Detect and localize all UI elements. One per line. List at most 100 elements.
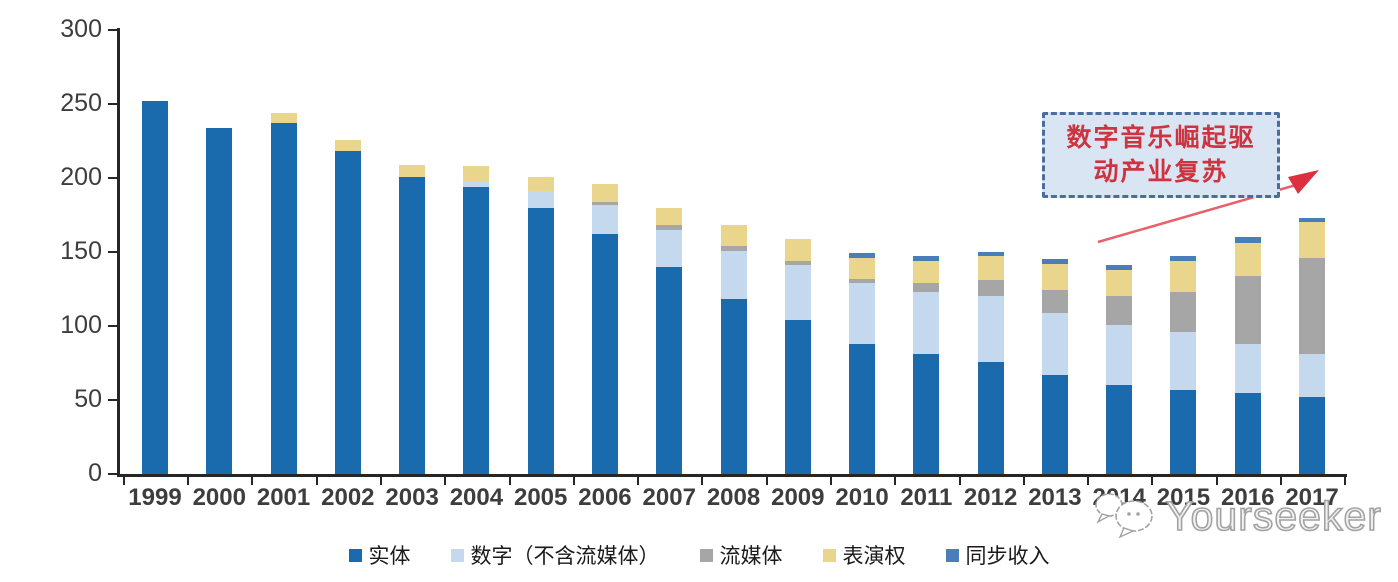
legend-item: 同步收入: [945, 540, 1050, 570]
bar-segment-2007: [656, 229, 683, 267]
bar-segment-2016: [1234, 392, 1261, 474]
bar-segment-2005: [527, 207, 554, 474]
x-axis-tick: [1279, 477, 1282, 485]
bar-segment-2001: [270, 123, 297, 474]
bar-segment-2016: [1234, 275, 1261, 344]
bar-segment-2015: [1170, 389, 1197, 474]
annotation-text-line1: 数字音乐崛起驱: [1066, 124, 1256, 152]
legend: 实体 数字（不含流媒体） 流媒体 表演权 同步收入: [0, 540, 1398, 570]
bar-segment-2007: [656, 207, 683, 226]
legend-swatch-icon: [450, 548, 464, 562]
bar-segment-2003: [399, 164, 426, 177]
bar-segment-2013: [1041, 263, 1068, 291]
legend-label: 同步收入: [965, 545, 1050, 568]
bar-segment-2014: [1106, 265, 1133, 270]
x-axis-tick-label: 2010: [835, 484, 889, 511]
bar-segment-2011: [913, 260, 940, 284]
annotation-text-line2: 动产业复苏: [1093, 158, 1229, 186]
y-axis-tick: [108, 399, 118, 401]
bar-segment-2002: [334, 151, 361, 474]
bar-segment-2017: [1299, 217, 1326, 223]
bar-segment-2008: [720, 250, 747, 300]
x-axis-tick: [251, 477, 254, 485]
bar-segment-2009: [784, 265, 811, 321]
annotation-callout: 数字音乐崛起驱 动产业复苏: [1042, 112, 1280, 198]
bar-segment-2003: [399, 176, 426, 474]
bar-segment-2017: [1299, 397, 1326, 474]
bar-segment-2012: [977, 361, 1004, 474]
bar-segment-2013: [1041, 290, 1068, 313]
bar-segment-2007: [656, 225, 683, 230]
y-axis-tick: [108, 177, 118, 179]
bar-segment-2016: [1234, 237, 1261, 244]
y-axis-tick: [108, 325, 118, 327]
bar-segment-2016: [1234, 343, 1261, 393]
bar-segment-2013: [1041, 259, 1068, 264]
x-axis-tick-label: 2003: [385, 484, 439, 511]
bar-segment-2016: [1234, 243, 1261, 276]
bar-segment-2017: [1299, 222, 1326, 258]
x-axis-tick: [315, 477, 318, 485]
bar-segment-2009: [784, 320, 811, 474]
x-axis-tick-label: 2007: [642, 484, 696, 511]
bar-segment-2013: [1041, 374, 1068, 474]
bar-segment-2002: [334, 139, 361, 152]
bar-segment-2015: [1170, 331, 1197, 390]
bar-segment-2012: [977, 252, 1004, 257]
x-axis-tick: [572, 477, 575, 485]
x-axis-tick: [187, 477, 190, 485]
watermark-text: Yourseeker: [1165, 493, 1382, 539]
bar-segment-2010: [849, 343, 876, 474]
bar-segment-2014: [1106, 324, 1133, 386]
chat-bubbles-icon: [1095, 493, 1153, 539]
x-axis-tick-label: 2000: [192, 484, 246, 511]
bar-segment-2011: [913, 256, 940, 261]
bar-segment-2006: [591, 183, 618, 202]
legend-swatch-icon: [945, 548, 959, 562]
x-axis-tick: [1022, 477, 1025, 485]
x-axis-line: [117, 474, 1347, 477]
x-axis-tick: [894, 477, 897, 485]
y-axis-line: [117, 28, 120, 477]
bar-segment-2007: [656, 266, 683, 474]
bar-segment-2015: [1170, 260, 1197, 292]
y-axis-tick-label: 300: [60, 15, 102, 43]
bar-segment-2014: [1106, 385, 1133, 474]
x-axis-tick-label: 1999: [128, 484, 182, 511]
x-axis-tick-label: 2013: [1028, 484, 1082, 511]
bar-segment-2011: [913, 291, 940, 355]
bar-segment-2010: [849, 257, 876, 279]
bar-segment-2015: [1170, 291, 1197, 332]
x-axis-tick: [508, 477, 511, 485]
bar-segment-2004: [463, 166, 490, 181]
bar-segment-2006: [591, 234, 618, 474]
bar-segment-2012: [977, 280, 1004, 297]
x-axis-tick-label: 2012: [963, 484, 1018, 511]
y-axis-tick-label: 0: [88, 459, 102, 487]
x-axis-tick: [765, 477, 768, 485]
legend-label: 流媒体: [719, 545, 783, 568]
bar-segment-2011: [913, 354, 940, 474]
legend-swatch-icon: [348, 548, 362, 562]
y-axis-tick-label: 150: [60, 237, 102, 265]
legend-swatch-icon: [822, 548, 836, 562]
x-axis-tick-label: 2008: [706, 484, 761, 511]
x-axis-tick-label: 2004: [449, 484, 504, 511]
legend-item: 表演权: [822, 540, 906, 570]
bar-segment-2010: [849, 283, 876, 344]
bar-segment-2006: [591, 204, 618, 235]
x-axis-tick: [1215, 477, 1218, 485]
legend-label: 实体: [368, 545, 411, 568]
y-axis-tick: [108, 103, 118, 105]
bar-segment-2009: [784, 260, 811, 266]
x-axis-tick: [958, 477, 961, 485]
bar-segment-2004: [463, 180, 490, 187]
bar-segment-2014: [1106, 269, 1133, 297]
x-axis-tick: [444, 477, 447, 485]
bar-segment-2004: [463, 186, 490, 474]
x-axis-tick: [122, 477, 125, 485]
legend-item: 实体: [348, 540, 411, 570]
y-axis-tick-label: 250: [60, 89, 102, 117]
x-axis-tick-label: 2009: [771, 484, 825, 511]
